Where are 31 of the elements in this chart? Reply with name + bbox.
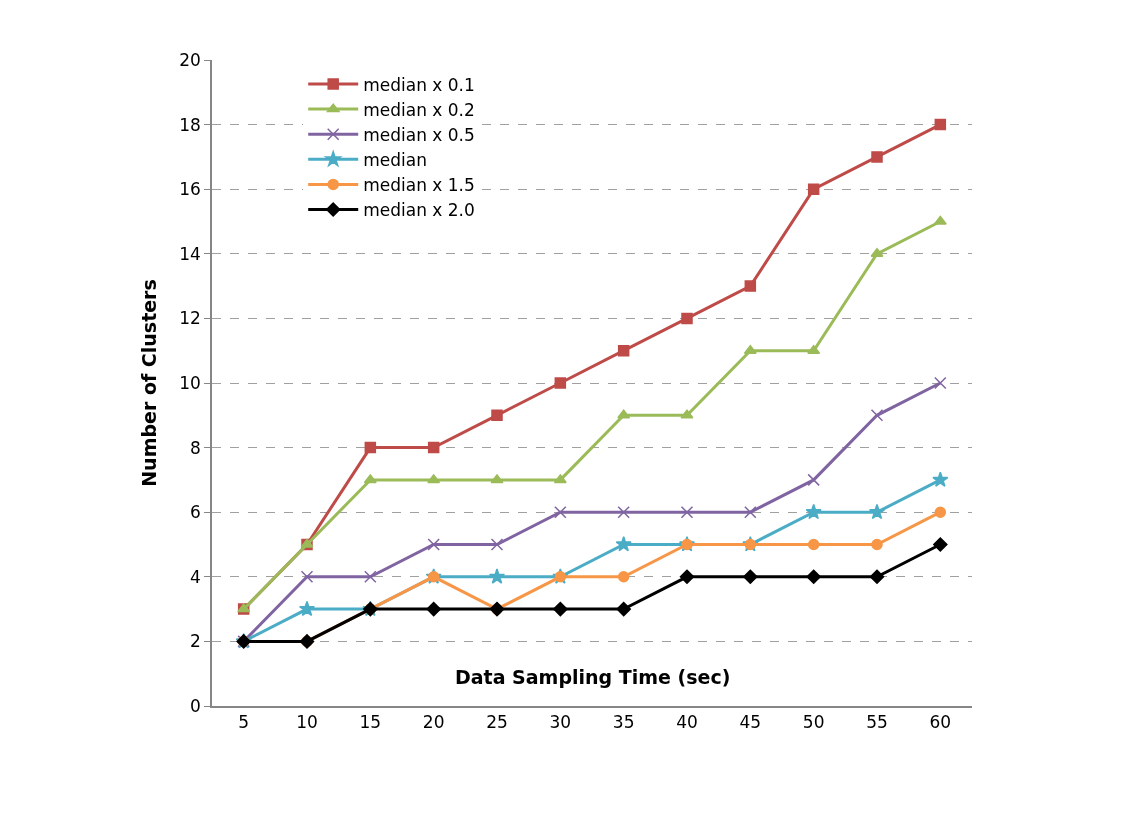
y-tick-label: 12	[179, 308, 201, 329]
x-axis-title: Data Sampling Time (sec)	[455, 666, 731, 688]
legend-label: median x 0.1	[363, 74, 475, 95]
legend-label: median x 0.2	[363, 99, 475, 120]
legend-label: median	[363, 149, 427, 170]
legend-label: median x 2.0	[363, 200, 475, 221]
legend-label: median x 1.5	[363, 175, 475, 196]
x-tick-label: 50	[802, 712, 825, 733]
y-tick-label: 14	[179, 243, 201, 264]
x-tick-label: 20	[422, 712, 445, 733]
x-tick-label: 60	[929, 712, 952, 733]
x-tick-label: 10	[296, 712, 318, 733]
y-tick-label: 0	[190, 695, 201, 716]
x-tick-label: 30	[549, 712, 572, 733]
x-tick-label: 35	[612, 712, 635, 733]
y-tick-label: 10	[179, 372, 201, 393]
x-tick-label: 5	[238, 712, 250, 733]
x-tick-label: 25	[486, 712, 508, 733]
y-axis-title: Number of Clusters	[137, 279, 160, 487]
y-tick-label: 2	[190, 631, 201, 652]
x-tick-label: 15	[359, 712, 382, 733]
y-tick-label: 16	[179, 179, 201, 200]
y-tick-label: 8	[190, 437, 201, 458]
x-tick-label: 55	[866, 712, 888, 733]
y-tick-label: 20	[179, 49, 201, 70]
legend-label: median x 0.5	[363, 124, 475, 145]
y-tick-label: 6	[190, 502, 201, 523]
x-tick-label: 40	[676, 712, 698, 733]
y-tick-label: 4	[190, 566, 201, 587]
x-tick-label: 45	[739, 712, 762, 733]
y-tick-label: 18	[179, 114, 201, 135]
